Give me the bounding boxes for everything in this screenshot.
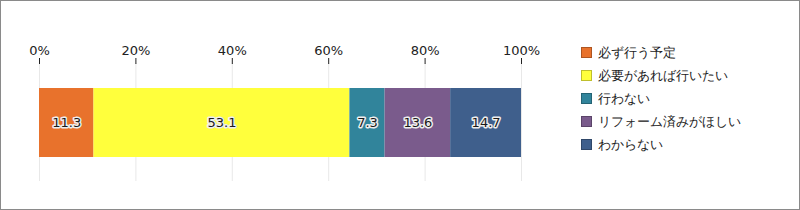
svg-text:7.3: 7.3: [357, 115, 378, 130]
svg-text:0%: 0%: [29, 43, 50, 58]
svg-text:100%: 100%: [503, 43, 540, 58]
svg-text:14.7: 14.7: [472, 115, 501, 130]
svg-text:11.3: 11.3: [52, 115, 81, 130]
html-text:リフォーム済みがほしい: リフォーム済みがほしい: [598, 113, 741, 129]
svg-text:60%: 60%: [314, 43, 343, 58]
html-text:わからない: わからない: [598, 136, 663, 152]
svg-text:80%: 80%: [411, 43, 440, 58]
html-text:必要があれば行いたい: 必要があれば行いたい: [598, 67, 728, 83]
svg-text:40%: 40%: [218, 43, 247, 58]
svg-text:53.1: 53.1: [207, 115, 236, 130]
svg-text:13.6: 13.6: [403, 115, 432, 130]
html-text:行わない: 行わない: [598, 90, 650, 106]
svg-text:20%: 20%: [121, 43, 150, 58]
html-text:必ず行う予定: 必ず行う予定: [598, 44, 676, 60]
